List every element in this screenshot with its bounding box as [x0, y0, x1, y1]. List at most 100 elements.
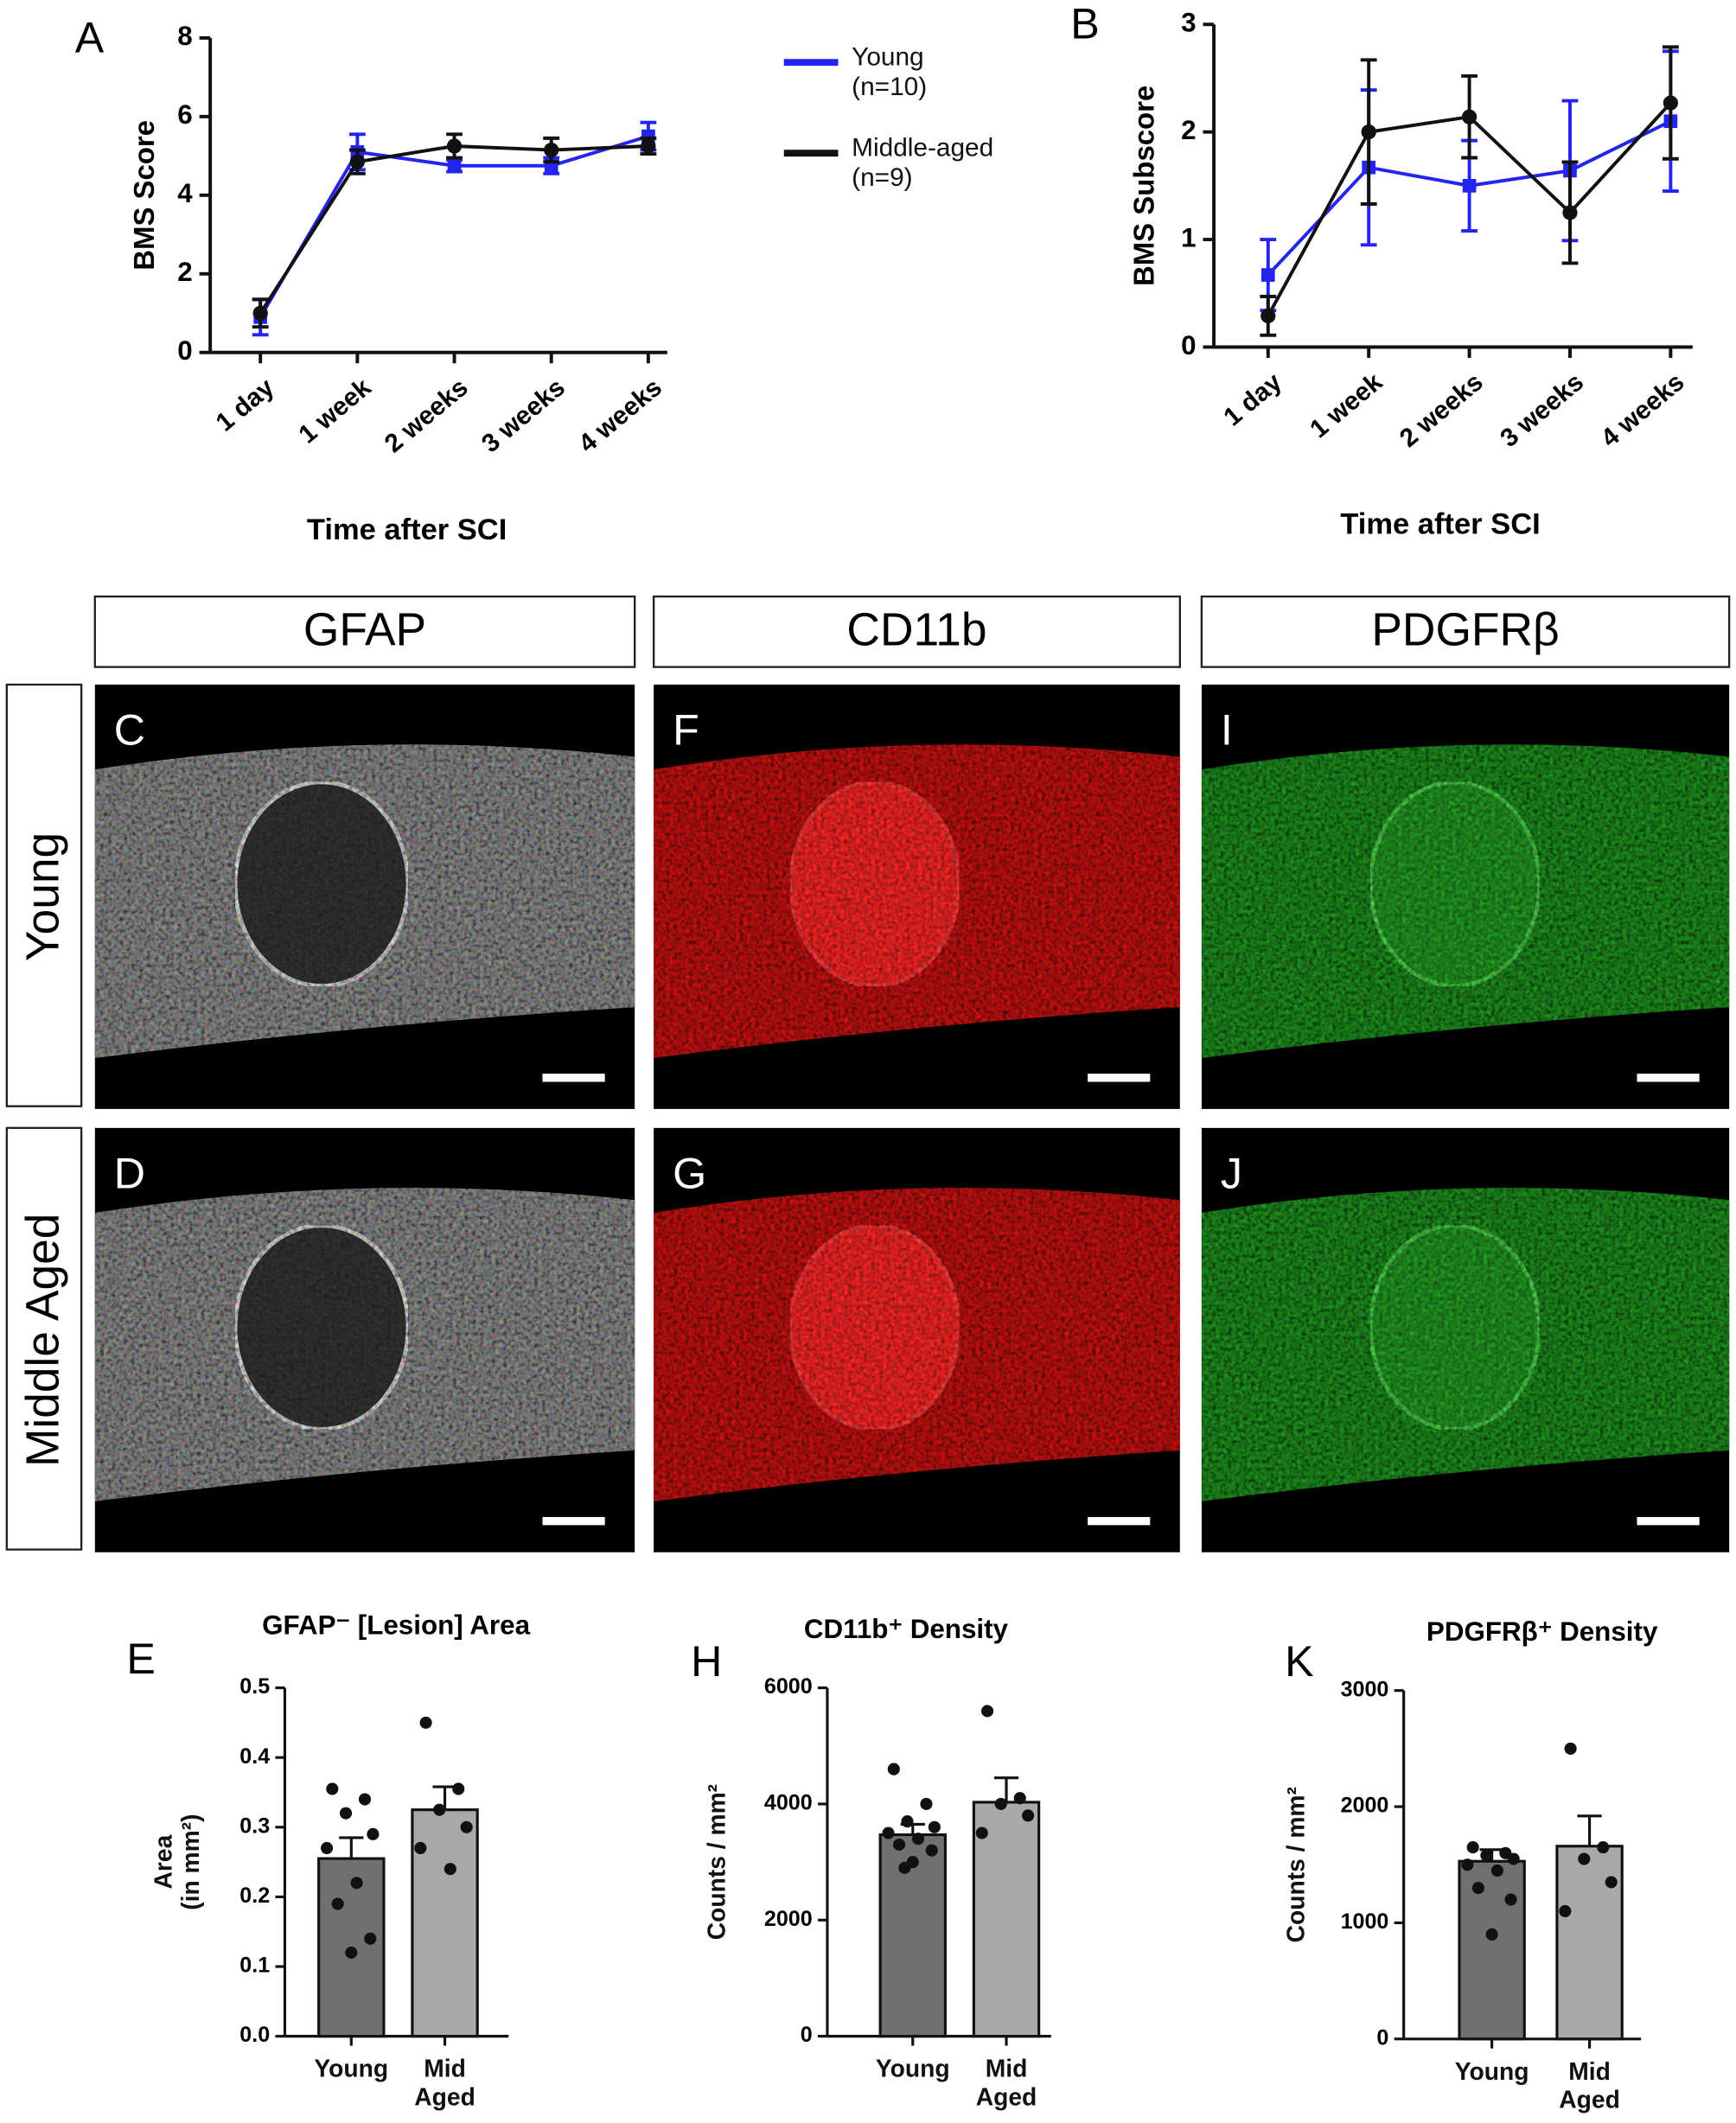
- scale-bar: [1637, 1516, 1700, 1526]
- y-axis-title: Area (in mm²): [149, 1814, 205, 1910]
- marker: [1261, 268, 1275, 282]
- data-point: [1564, 1742, 1577, 1755]
- y-tick-label: 0.5: [239, 1674, 270, 1699]
- micrograph: I: [1201, 685, 1730, 1109]
- legend-label-box: Middle-aged (n=9): [852, 134, 994, 193]
- y-tick-label: 8: [177, 21, 192, 51]
- x-tick-label: Mid Aged: [414, 2055, 475, 2111]
- data-point: [1485, 1928, 1498, 1941]
- column-header-box: [652, 595, 1181, 668]
- data-point: [452, 1782, 465, 1795]
- panel-letter: H: [691, 1637, 722, 1686]
- y-tick-label: 0.2: [239, 1884, 270, 1908]
- x-axis-title: Time after SCI: [307, 513, 507, 546]
- data-point: [433, 1803, 446, 1816]
- panel-letter: B: [1070, 0, 1099, 48]
- chart-title: GFAP⁻ [Lesion] Area: [262, 1610, 530, 1640]
- x-tick-label: 1 day: [1218, 367, 1287, 432]
- panel-letter: K: [1285, 1637, 1313, 1686]
- y-tick-label: 3: [1181, 8, 1196, 38]
- column-header-box: [93, 595, 636, 668]
- data-point: [1013, 1792, 1026, 1805]
- error-bar: [339, 1836, 364, 1859]
- marker: [252, 305, 268, 321]
- lesion: [788, 1223, 961, 1431]
- x-tick-label: 3 weeks: [476, 373, 571, 459]
- scale-bar: [1637, 1074, 1700, 1082]
- row-header: Middle Aged: [17, 1214, 68, 1467]
- panel-letter: J: [1221, 1150, 1242, 1198]
- row-header-box: [5, 1126, 83, 1551]
- marker: [1562, 205, 1578, 220]
- micrograph: D: [94, 1127, 635, 1552]
- micrograph: F: [654, 685, 1180, 1109]
- panel-letter: A: [75, 13, 105, 61]
- y-tick-label: 1: [1181, 222, 1196, 252]
- chart-title: PDGFRβ⁺ Density: [1426, 1616, 1658, 1647]
- panel-letter: G: [673, 1150, 706, 1198]
- y-axis-title: Counts / mm²: [702, 1783, 730, 1941]
- y-tick-label: 2: [1181, 115, 1196, 145]
- marker: [349, 154, 365, 169]
- data-point: [1605, 1876, 1618, 1889]
- scale-bar: [542, 1074, 605, 1082]
- y-tick-label: 2000: [764, 1907, 813, 1931]
- data-point: [911, 1833, 925, 1846]
- data-point: [1466, 1841, 1479, 1854]
- data-point: [1022, 1809, 1035, 1822]
- y-tick-label: 4: [177, 178, 193, 208]
- x-tick-label: Young: [875, 2055, 950, 2082]
- y-axis-title-box: Counts / mm²: [702, 1783, 730, 1941]
- marker: [1462, 179, 1477, 193]
- lesion: [788, 780, 961, 988]
- data-point: [1507, 1852, 1520, 1865]
- y-tick-label: 3000: [1341, 1677, 1389, 1701]
- y-tick-label: 0: [1181, 330, 1196, 360]
- x-tick-label: Mid Aged: [975, 2055, 1037, 2111]
- bar: [1555, 1845, 1624, 2041]
- y-tick-label: 0: [177, 335, 192, 366]
- marker: [1663, 95, 1679, 111]
- x-tick-label-box: Mid Aged: [414, 2055, 475, 2111]
- data-point: [1578, 1852, 1591, 1865]
- y-tick-label: 0.3: [239, 1814, 270, 1838]
- y-tick-label: 2000: [1341, 1794, 1389, 1818]
- lesion: [1368, 780, 1541, 988]
- y-axis-title: BMS Score: [128, 120, 160, 271]
- x-tick-label: 2 weeks: [380, 373, 474, 459]
- data-point: [882, 1827, 895, 1839]
- data-point: [419, 1716, 432, 1729]
- scale-bar: [1088, 1074, 1151, 1082]
- y-tick-label: 1000: [1341, 1909, 1389, 1934]
- x-tick-label-box: Mid Aged: [1559, 2058, 1620, 2113]
- lesion: [233, 1223, 411, 1431]
- x-tick-label: 1 week: [293, 373, 376, 449]
- data-point: [898, 1861, 911, 1874]
- data-point: [920, 1797, 933, 1810]
- panel-letter: D: [114, 1150, 145, 1198]
- y-axis-title-box: Counts / mm²: [1281, 1787, 1309, 1943]
- y-axis-title: Counts / mm²: [1281, 1787, 1309, 1943]
- x-tick-label-box: Young: [314, 2056, 388, 2082]
- data-point: [326, 1782, 339, 1795]
- x-axis-title: Time after SCI: [1340, 508, 1540, 541]
- legend-label-box: Young (n=10): [852, 43, 927, 101]
- data-point: [928, 1820, 941, 1833]
- data-point: [994, 1797, 1007, 1810]
- marker: [641, 138, 656, 154]
- data-point: [1559, 1904, 1572, 1918]
- y-tick-label: 6000: [764, 1674, 813, 1699]
- column-header-box: [1200, 595, 1731, 668]
- x-tick-label: 4 weeks: [1596, 367, 1690, 453]
- row-header: Young: [17, 832, 68, 961]
- y-tick-label: 6: [177, 99, 192, 130]
- data-point: [1490, 1864, 1503, 1878]
- legend-label: Middle-aged (n=9): [852, 134, 994, 193]
- data-point: [1597, 1841, 1610, 1854]
- micrograph: J: [1201, 1127, 1730, 1552]
- y-tick-label: 4000: [764, 1791, 813, 1815]
- x-tick-label-box: Young: [875, 2055, 950, 2082]
- marker: [1461, 109, 1478, 124]
- y-tick-label: 2: [177, 257, 192, 287]
